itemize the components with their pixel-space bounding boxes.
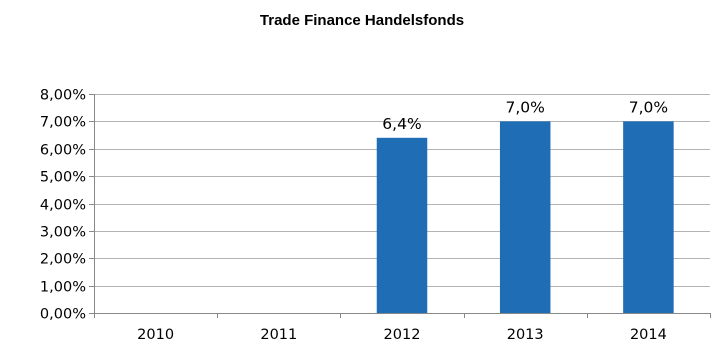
y-tick-label: 8,00%: [40, 88, 86, 104]
y-tick-label: 1,00%: [40, 280, 86, 296]
data-label-2012: 6,4%: [382, 115, 421, 133]
bar-2014: [623, 121, 674, 313]
x-tick-label: 2013: [507, 327, 544, 343]
bar-2012: [376, 137, 428, 313]
x-tick-label: 2010: [137, 327, 174, 343]
y-tick-label: 4,00%: [40, 198, 86, 214]
x-tick-label: 2011: [260, 327, 297, 343]
x-tick-label: 2012: [384, 327, 421, 343]
chart-title: Trade Finance Handelsfonds: [260, 12, 464, 29]
y-tick-label: 2,00%: [40, 252, 86, 268]
axes: [89, 94, 711, 318]
bar-2013: [499, 121, 551, 313]
data-label-2013: 7,0%: [506, 98, 545, 116]
x-tick-labels: 2010 2011 2012 2013 2014: [137, 327, 667, 343]
y-tick-label: 0,00%: [40, 307, 86, 323]
y-tick-label: 7,00%: [40, 115, 86, 131]
data-labels: 6,4% 7,0% 7,0%: [382, 98, 668, 132]
y-tick-labels: 0,00% 1,00% 2,00% 3,00% 4,00% 5,00% 6,00% 7,00%…: [40, 88, 86, 323]
y-tick-label: 6,00%: [40, 143, 86, 159]
bars: [376, 121, 674, 313]
data-label-2014: 7,0%: [629, 98, 668, 116]
y-tick-label: 3,00%: [40, 225, 86, 241]
x-tick-label: 2014: [630, 327, 667, 343]
y-tick-label: 5,00%: [40, 170, 86, 186]
